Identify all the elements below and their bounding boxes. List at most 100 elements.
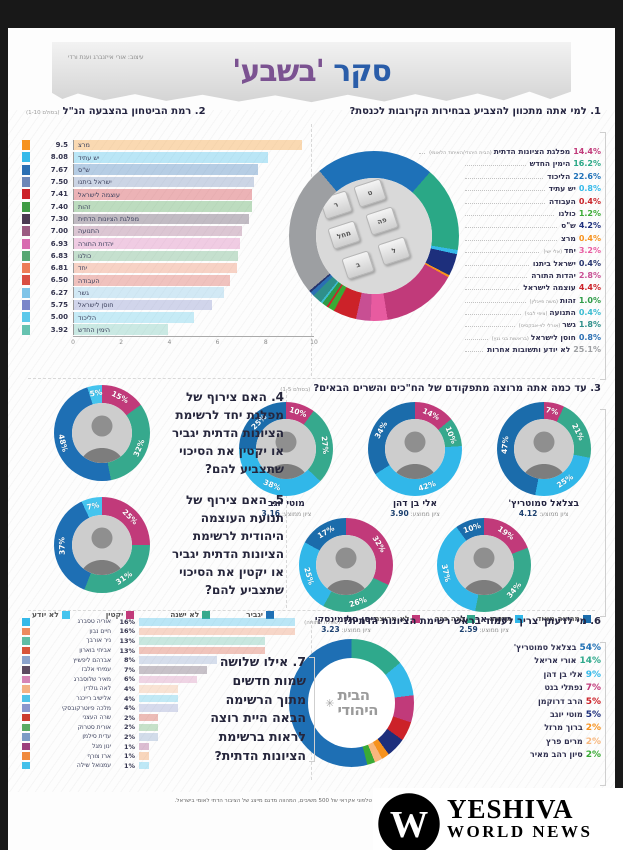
party-note: (בראשות בני גנץ) [491,335,529,342]
jewish-home-logo: ✳ הבית היהודי [308,658,395,748]
q1-party-row: 0.4% ישראל ביתנו [461,259,601,271]
ballot-key: ט [353,178,387,208]
candidate-percentage: 1% [123,742,135,751]
candidate-percentage: 13% [119,646,135,655]
candidate-percentage: 4% [123,684,135,693]
legend-swatch-icon [583,614,591,623]
q2-bar-row: 7.50 ישראל ביתנו [22,176,314,188]
party-name: יהדות התורה [531,270,576,280]
bar-party-label: הימין החדש [78,325,111,334]
q4-q5-legend: יגביר לא ישנה יקטין לא יודע [32,610,274,619]
candidate-name: ניר אורבך [86,637,111,645]
party-color-chip [22,312,30,323]
ballot-keyboard-photo: ר ט מחל פה ב ל [316,178,432,294]
party-note: (אורלי לוי-אבקסיס) [518,323,561,330]
legend-label: לא יודע [32,610,59,619]
candidate-percentage: 4% [123,704,135,713]
legend-item: לא יודע [32,610,70,619]
party-percentage: 2.8% [578,270,601,280]
legend-label: לא ישנה [170,610,200,619]
q7-name-row: אביחי בוארון 13% [22,646,314,656]
party-color-chip [22,201,30,212]
confidence-value: 6.50 [50,276,68,285]
confidence-value: 7.67 [50,165,68,174]
q2-title: 2. רמת הביטחון בהצבעה הנ"ל(בסולם 1-10) [26,106,206,117]
q1-party-row: 0.4% התנועה (ציפי לבני) [461,308,601,320]
legend-label: לא מרוצה [374,614,410,623]
candidate-name: חיים נבון [89,627,111,635]
name-color-chip [22,685,30,693]
score-value: 4.12 [518,509,538,518]
q2-plot: ש"ס [73,164,314,175]
candidate-percentage: 13% [119,636,135,645]
q2-plot: מפלגת הציונות הדתית [73,213,314,225]
donut-center [513,419,574,479]
q4-donut-area: 15% 32% 48% 5% [54,385,150,481]
q2-bar-row: 9.5 מרצ [22,139,314,151]
q7-name-row: מאיר שלוסברג 6% [22,675,314,685]
q2-plot: זהות [73,201,314,212]
candidate-bar [139,675,198,684]
leader-line [465,326,515,328]
person-photo [256,419,317,479]
q2-bar-row: 5.00 הליכוד [22,311,314,323]
confidence-bar [74,201,252,212]
party-percentage: 1.2% [578,208,601,218]
answer-percentage: 54% [579,643,601,653]
q6-answer-row: 54% בצלאל סמוטריץ' [458,643,601,656]
q2-plot: חוסן לישראל [73,299,314,311]
confidence-bar [74,164,259,175]
name-color-chip [22,646,30,655]
party-percentage: 16.2% [573,159,601,169]
party-color-chip [22,250,30,261]
name-color-chip [22,733,30,741]
answer-percentage: 5% [585,709,601,720]
confidence-bar [74,262,238,274]
q2-plot: יחד [73,262,314,274]
legend-item: יגביר [246,610,274,619]
q7-plot [139,685,314,693]
q7-name-row: אורית סטרוק 2% [22,723,314,733]
ywn-line1: YESHIVA [447,794,574,825]
q7-plot [139,742,314,751]
q4-question: 4. האם צירוף של מפלגת יחד לרשימת הציונות… [171,390,284,476]
candidate-name: אורית סטרוק [77,723,111,731]
confidence-bar [74,176,254,188]
q7-plot [139,656,314,664]
leader-line [465,289,520,291]
q2-plot: התנועה [73,225,314,237]
name-color-chip [22,723,30,732]
legend-swatch-icon [202,610,211,619]
candidate-percentage: 8% [123,656,135,665]
segment-label: 47% [500,436,511,455]
q7-name-row: עמנואל שילה 1% [22,761,314,771]
party-percentage: 4.4% [578,283,601,293]
person-photo [385,419,445,479]
q2-plot: עוצמה לישראל [73,189,314,200]
party-percentage: 0.4% [578,258,601,268]
leader-line [465,276,528,278]
answer-name: ברוך מרזל [544,723,583,733]
confidence-value: 6.93 [50,239,68,248]
q4-block: 4. האם צירוף של מפלגת יחד לרשימת הציונות… [22,385,284,481]
q5-donut-chart: 25% 31% 37% 7% [54,497,150,593]
q2-plot: ישראל ביתנו [73,176,314,188]
party-color-chip [22,263,30,274]
candidate-name: אביחי בוארון [79,647,111,655]
party-percentage: 0.4% [578,196,601,206]
confidence-value: 9.5 [55,141,68,150]
segment-label: 37% [57,537,67,556]
donut-center [316,535,376,595]
party-name: הליכוד [547,171,571,181]
q7-plot [139,733,314,741]
person-average-score: ציון ממוצע: 2.59 [459,625,509,634]
legend-label: מרוצה [489,614,512,623]
bar-party-label: עוצמה לישראל [78,190,120,199]
q7-name-row: עדית סילמן 2% [22,732,314,742]
q6-answer-row: 7% נפתלי בנט [458,683,601,696]
name-color-chip [22,742,30,751]
ballot-key: ר [319,190,353,220]
leader-line [465,190,545,192]
yeshiva-world-news-logo: W YESHIVA WORLD NEWS [373,788,623,850]
bar-party-label: מפלגת הציונות הדתית [78,215,140,224]
